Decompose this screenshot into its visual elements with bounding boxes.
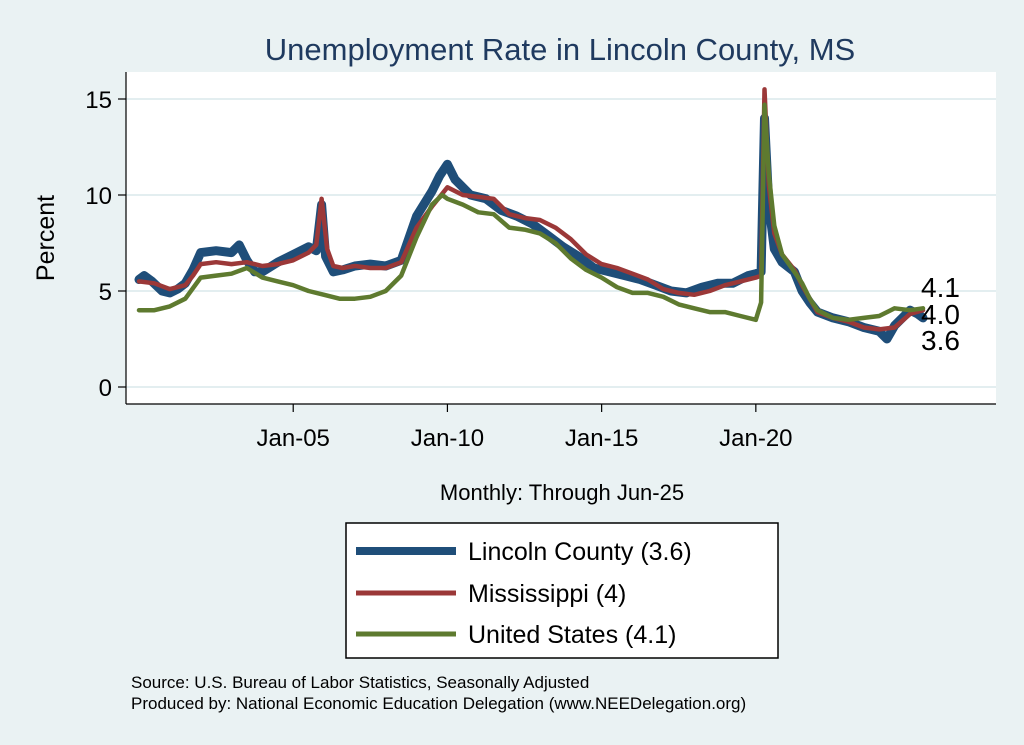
x-tick-label-Jan-15: Jan-15 xyxy=(565,425,638,452)
x-axis-label: Monthly: Through Jun-25 xyxy=(440,480,684,505)
chart-title: Unemployment Rate in Lincoln County, MS xyxy=(265,32,855,67)
x-tick-label-Jan-10: Jan-10 xyxy=(411,425,484,452)
x-ticks: Jan-05 Jan-10 Jan-15 Jan-20 xyxy=(257,404,793,452)
y-tick-label-10: 10 xyxy=(85,183,112,210)
x-tick-label-Jan-20: Jan-20 xyxy=(719,425,792,452)
end-label-lincoln: 3.6 xyxy=(921,325,960,356)
legend-label-united-states: United States (4.1) xyxy=(468,621,676,649)
y-ticks: 0 5 10 15 xyxy=(85,87,126,402)
legend-label-lincoln: Lincoln County (3.6) xyxy=(468,538,692,566)
x-tick-label-Jan-05: Jan-05 xyxy=(257,425,330,452)
y-tick-label-5: 5 xyxy=(99,279,112,306)
producer-note: Produced by: National Economic Education… xyxy=(131,694,746,713)
end-label-mississippi: 4.0 xyxy=(921,299,960,330)
y-tick-label-0: 0 xyxy=(99,375,112,402)
series-layer xyxy=(134,87,928,344)
source-note: Source: U.S. Bureau of Labor Statistics,… xyxy=(131,673,589,692)
end-label-united-states: 4.1 xyxy=(921,272,960,303)
y-tick-label-15: 15 xyxy=(85,87,112,114)
y-axis-label: Percent xyxy=(32,195,60,281)
series-line-united-states xyxy=(136,102,926,323)
end-labels: 3.64.04.1 xyxy=(921,272,960,356)
legend-label-mississippi: Mississippi (4) xyxy=(468,580,626,608)
gridlines xyxy=(126,98,996,388)
legend: Lincoln County (3.6) Mississippi (4) Uni… xyxy=(345,522,779,659)
plot-area xyxy=(126,72,996,404)
